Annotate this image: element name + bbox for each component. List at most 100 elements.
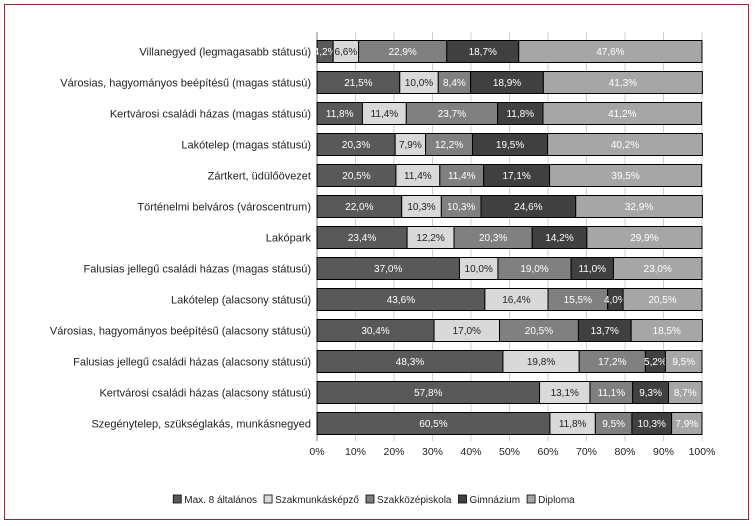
data-label: 15,5% bbox=[564, 295, 592, 306]
x-tick-label: 20% bbox=[383, 446, 404, 458]
data-label: 10,3% bbox=[447, 202, 475, 213]
data-label: 4,2% bbox=[314, 47, 337, 58]
data-label: 11,4% bbox=[371, 109, 399, 120]
data-label: 23,0% bbox=[644, 264, 672, 275]
data-label: 11,4% bbox=[448, 171, 476, 182]
category-label: Lakótelep (alacsony státusú) bbox=[171, 295, 311, 307]
data-label: 19,0% bbox=[520, 264, 548, 275]
bar-segment bbox=[586, 226, 703, 249]
category-label: Történelmi belváros (városcentrum) bbox=[137, 202, 311, 214]
x-tick-label: 90% bbox=[653, 446, 674, 458]
category-labels: Villanegyed (legmagasabb státusú) Városia… bbox=[50, 47, 312, 431]
data-label: 6,6% bbox=[334, 47, 357, 58]
category-label: Lakótelep (magas státusú) bbox=[181, 140, 311, 152]
data-label: 5,2% bbox=[644, 357, 667, 368]
data-label: 11,8% bbox=[559, 419, 587, 430]
x-tick-label: 30% bbox=[422, 446, 443, 458]
data-label: 20,5% bbox=[525, 326, 553, 337]
data-label: 13,1% bbox=[551, 388, 579, 399]
legend-swatch bbox=[172, 494, 182, 504]
data-label: 11,8% bbox=[506, 109, 534, 120]
bar-segment bbox=[668, 381, 703, 404]
data-label: 20,3% bbox=[342, 140, 370, 151]
data-label: 30,4% bbox=[361, 326, 389, 337]
data-label: 10,0% bbox=[465, 264, 493, 275]
data-label: 18,9% bbox=[493, 78, 521, 89]
data-label: 4,0% bbox=[604, 295, 627, 306]
category-label: Falusias jellegű családi házas (alacsony… bbox=[73, 357, 311, 369]
x-tick-label: 60% bbox=[537, 446, 558, 458]
data-label: 9,3% bbox=[639, 388, 662, 399]
category-label: Zártkert, üdülőövezet bbox=[208, 171, 311, 183]
bar-segment bbox=[630, 319, 703, 342]
data-label: 9,5% bbox=[672, 357, 695, 368]
data-label: 14,2% bbox=[545, 233, 573, 244]
data-label: 10,3% bbox=[407, 202, 435, 213]
legend-swatch bbox=[263, 494, 273, 504]
x-tick-label: 100% bbox=[689, 446, 716, 458]
data-label: 8,7% bbox=[674, 388, 697, 399]
bar-segment bbox=[664, 350, 703, 373]
data-label: 37,0% bbox=[374, 264, 402, 275]
data-label: 11,8% bbox=[326, 109, 354, 120]
data-label: 18,7% bbox=[469, 47, 497, 58]
x-tick-label: 70% bbox=[576, 446, 597, 458]
legend-entry: Diploma bbox=[538, 495, 575, 506]
bar-segment bbox=[575, 195, 703, 218]
bar-segment bbox=[671, 412, 703, 435]
data-label: 57,8% bbox=[414, 388, 442, 399]
category-label: Villanegyed (legmagasabb státusú) bbox=[139, 47, 311, 59]
x-axis-ticks: 0% 10% 20% 30% 40% 50% 60% 70% 80% 90% 100% bbox=[309, 446, 715, 458]
data-label: 22,9% bbox=[388, 47, 416, 58]
category-label: Kertvárosi családi házas (alacsony státu… bbox=[99, 388, 311, 400]
data-label: 20,3% bbox=[479, 233, 507, 244]
bar-segment bbox=[612, 257, 703, 280]
legend: Max. 8 általános Szakmunkásképző Szakközép… bbox=[172, 494, 575, 506]
x-tick-label: 50% bbox=[499, 446, 520, 458]
category-label: Kertvárosi családi házas (magas státusú) bbox=[110, 109, 311, 121]
data-label: 13,7% bbox=[591, 326, 619, 337]
data-label: 21,5% bbox=[344, 78, 372, 89]
data-label: 17,2% bbox=[598, 357, 626, 368]
data-label: 24,6% bbox=[514, 202, 542, 213]
data-label: 11,0% bbox=[578, 264, 606, 275]
data-label: 19,5% bbox=[496, 140, 524, 151]
x-tick-label: 40% bbox=[460, 446, 481, 458]
bar-segment bbox=[542, 71, 703, 94]
bars: 4,2%6,6% 22,9% 18,7% 47,6% 21,5% 10,0% 8,4% 18,… bbox=[314, 40, 703, 435]
data-label: 11,4% bbox=[404, 171, 432, 182]
data-label: 7,9% bbox=[399, 140, 422, 151]
legend-entry: Szakközépiskola bbox=[377, 495, 452, 506]
data-label: 41,2% bbox=[608, 109, 636, 120]
data-label: 7,9% bbox=[675, 419, 698, 430]
legend-entry: Szakmunkásképző bbox=[275, 495, 359, 506]
bar-segment bbox=[547, 133, 703, 156]
data-label: 19,8% bbox=[527, 357, 555, 368]
data-label: 23,4% bbox=[348, 233, 376, 244]
x-tick-label: 80% bbox=[614, 446, 635, 458]
data-label: 10,0% bbox=[405, 78, 433, 89]
data-label: 39,5% bbox=[611, 171, 639, 182]
data-label: 9,5% bbox=[602, 419, 625, 430]
category-label: Falusias jellegű családi házas (magas st… bbox=[84, 264, 311, 276]
data-label: 43,6% bbox=[387, 295, 415, 306]
legend-entry: Gimnázium bbox=[469, 495, 520, 506]
data-label: 23,7% bbox=[438, 109, 466, 120]
data-label: 8,4% bbox=[443, 78, 466, 89]
data-label: 18,5% bbox=[653, 326, 681, 337]
category-label: Szegénytelep, szükséglakás, munkásnegyed bbox=[91, 419, 311, 431]
data-label: 20,5% bbox=[342, 171, 370, 182]
data-label: 29,9% bbox=[630, 233, 658, 244]
data-label: 12,2% bbox=[435, 140, 463, 151]
category-label: Lakópark bbox=[266, 233, 312, 245]
legend-swatch bbox=[365, 494, 375, 504]
data-label: 20,5% bbox=[648, 295, 676, 306]
bar-segment bbox=[542, 102, 703, 125]
bar-segment bbox=[518, 40, 703, 63]
data-label: 17,0% bbox=[453, 326, 481, 337]
data-label: 10,3% bbox=[638, 419, 666, 430]
data-label: 60,5% bbox=[419, 419, 447, 430]
data-label: 16,4% bbox=[502, 295, 530, 306]
category-label: Városias, hagyományos beépítésű (magas s… bbox=[60, 78, 311, 90]
